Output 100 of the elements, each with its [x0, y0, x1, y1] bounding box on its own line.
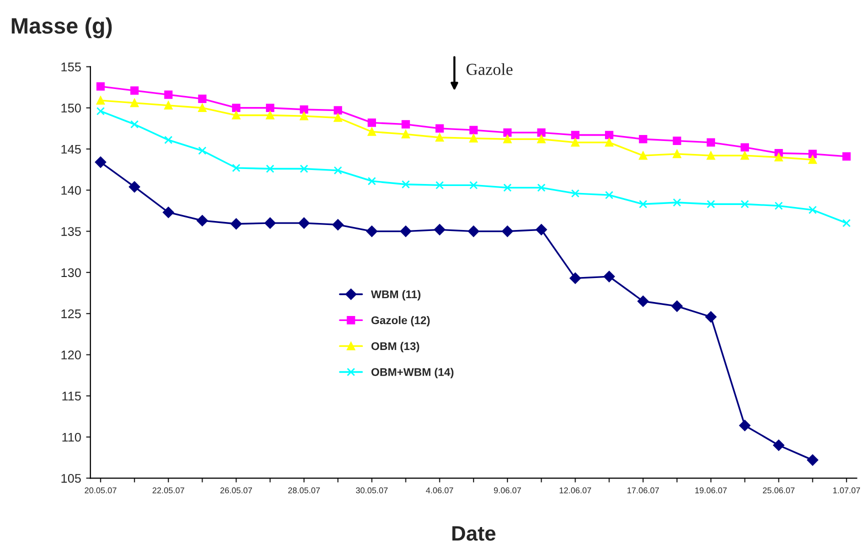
point: [232, 164, 240, 172]
x-axis-title: Date: [452, 526, 496, 541]
point: [232, 104, 240, 112]
point: [671, 300, 683, 312]
point: [232, 111, 240, 120]
point: [536, 224, 547, 236]
point: [638, 200, 648, 208]
point: [503, 128, 512, 137]
point: [366, 226, 378, 237]
point: [96, 106, 105, 116]
annotation: Gazole: [466, 63, 512, 76]
point: [266, 111, 274, 120]
point: [807, 454, 818, 466]
point: [637, 296, 649, 307]
point: [402, 120, 410, 128]
point: [298, 217, 310, 229]
point: [130, 86, 139, 95]
point: [672, 136, 682, 145]
point: [705, 311, 716, 322]
y-tick-label: 110: [62, 432, 81, 442]
point: [368, 128, 376, 136]
point: [605, 130, 614, 140]
y-tick-label: 125: [61, 309, 81, 318]
point: [638, 151, 648, 160]
point: [774, 202, 783, 210]
y-tick-label: 105: [61, 474, 81, 483]
point: [435, 181, 444, 190]
x-tick-label: 28.05.07: [288, 487, 320, 494]
point: [266, 104, 274, 112]
point: [334, 166, 342, 175]
point: [402, 130, 410, 138]
point: [571, 130, 580, 140]
point: [706, 138, 716, 147]
point: [130, 120, 139, 128]
point: [537, 128, 546, 137]
point: [334, 114, 342, 122]
x-tick-label: 17.06.07: [628, 487, 659, 494]
point: [266, 164, 274, 173]
x-tick-label: 19.06.07: [695, 487, 727, 494]
x-tick-label: 26.05.07: [220, 487, 252, 494]
legend-label: OBM (13): [371, 342, 420, 352]
point: [434, 224, 446, 236]
point: [672, 150, 682, 158]
point: [264, 217, 276, 229]
point: [537, 134, 546, 144]
point: [773, 440, 784, 451]
point: [469, 134, 478, 142]
point: [672, 198, 682, 207]
point: [400, 226, 412, 237]
x-tick-label: 1.07.07: [833, 487, 860, 494]
x-tick-label: 12.06.07: [560, 487, 592, 494]
point: [706, 200, 716, 208]
chart-title: Masse (g): [12, 17, 112, 38]
point: [808, 206, 817, 214]
point: [198, 104, 206, 112]
y-tick-label: 145: [61, 144, 81, 154]
point: [808, 150, 817, 158]
x-tick-label: 4.06.07: [426, 487, 454, 494]
point: [96, 96, 105, 105]
point: [503, 184, 512, 192]
point: [808, 156, 817, 164]
point: [503, 134, 512, 144]
point: [435, 133, 444, 142]
point: [739, 420, 750, 432]
point: [571, 138, 580, 147]
point: [198, 146, 206, 155]
point: [162, 206, 174, 218]
point: [300, 164, 308, 173]
point: [164, 90, 173, 99]
point: [570, 272, 581, 284]
point: [435, 124, 444, 133]
point: [334, 106, 342, 114]
point: [842, 218, 851, 228]
y-tick-label: 135: [61, 227, 81, 236]
point: [740, 143, 749, 152]
point: [774, 153, 783, 162]
point: [368, 118, 376, 127]
x-tick-label: 25.06.07: [762, 487, 795, 494]
point: [571, 189, 580, 198]
point: [842, 152, 851, 161]
y-tick-label: 150: [61, 104, 81, 113]
point: [469, 181, 478, 190]
legend-label: OBM+WBM (14): [371, 368, 454, 378]
point: [402, 180, 410, 189]
point: [94, 156, 106, 168]
y-tick-label: 130: [61, 268, 81, 278]
point: [300, 105, 308, 114]
x-tick-label: 30.05.07: [356, 487, 388, 494]
point: [198, 94, 206, 103]
point: [128, 181, 140, 192]
point: [605, 190, 614, 200]
y-tick-label: 140: [61, 186, 81, 195]
point: [740, 200, 749, 208]
y-tick-label: 155: [61, 62, 81, 72]
x-tick-label: 9.06.07: [494, 487, 521, 494]
point: [605, 138, 614, 147]
legend-label: Gazole (12): [371, 316, 430, 326]
point: [502, 226, 514, 237]
x-tick-label: 22.05.07: [152, 487, 184, 494]
y-tick-label: 120: [61, 350, 81, 360]
